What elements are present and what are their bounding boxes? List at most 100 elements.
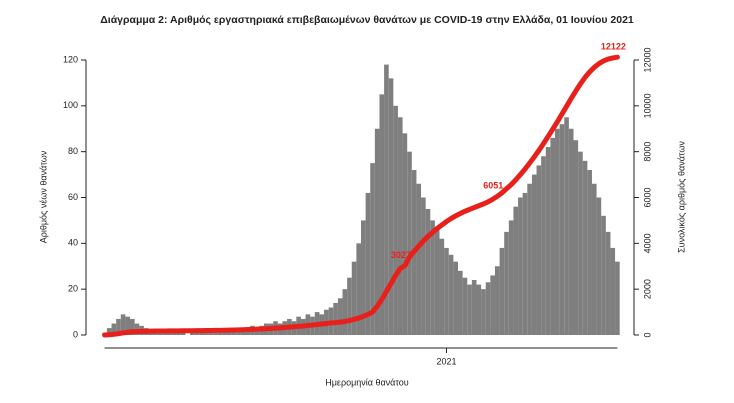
bar bbox=[190, 332, 195, 335]
bar bbox=[448, 254, 454, 335]
bar bbox=[550, 137, 556, 335]
annotation: 6051 bbox=[483, 181, 503, 191]
bar bbox=[213, 332, 218, 335]
cumulative-line bbox=[102, 54, 620, 338]
bar bbox=[499, 247, 505, 335]
bar bbox=[605, 231, 611, 335]
bar bbox=[125, 316, 131, 335]
bar bbox=[531, 174, 537, 335]
bar bbox=[508, 220, 514, 335]
bar bbox=[453, 261, 459, 335]
y2-axis-label: Συνολικός αριθμός θανάτων bbox=[676, 141, 686, 253]
bar bbox=[596, 197, 602, 335]
y-tick-label: 60 bbox=[68, 192, 78, 202]
bar bbox=[116, 318, 121, 335]
bar bbox=[388, 78, 394, 335]
bar bbox=[397, 117, 403, 336]
bar bbox=[120, 314, 126, 335]
bar bbox=[203, 332, 209, 335]
bar bbox=[504, 231, 509, 335]
y-tick-label: 100 bbox=[63, 100, 78, 110]
bar bbox=[356, 243, 361, 335]
bar bbox=[236, 330, 241, 335]
bar bbox=[527, 183, 532, 335]
bar bbox=[471, 280, 477, 335]
y-tick-label: 0 bbox=[73, 329, 78, 339]
bar bbox=[106, 328, 112, 335]
bar bbox=[166, 332, 172, 335]
bar bbox=[337, 298, 343, 335]
bar bbox=[587, 170, 592, 335]
bar bbox=[384, 64, 389, 335]
bar bbox=[536, 165, 542, 335]
y2-tick-label: 0 bbox=[642, 332, 652, 337]
bar bbox=[601, 215, 606, 335]
x-tick-label: 2021 bbox=[436, 356, 456, 366]
bar bbox=[379, 94, 385, 335]
bar bbox=[402, 133, 408, 335]
y-tick-label: 20 bbox=[68, 284, 78, 294]
bar bbox=[458, 270, 463, 335]
y-tick-label: 80 bbox=[68, 146, 78, 156]
x-axis-label: Ημερομηνία θανάτου bbox=[325, 377, 409, 387]
bar bbox=[467, 284, 472, 335]
bar bbox=[462, 277, 468, 335]
bar bbox=[111, 323, 117, 335]
annotation: 3027 bbox=[391, 250, 411, 260]
bar bbox=[573, 140, 579, 335]
bar bbox=[370, 163, 375, 335]
bar bbox=[564, 117, 569, 336]
bar bbox=[421, 197, 426, 335]
bar bbox=[217, 332, 223, 335]
bar bbox=[407, 151, 412, 335]
bar bbox=[180, 332, 186, 335]
bar bbox=[555, 128, 560, 335]
bar bbox=[494, 266, 500, 335]
y2-tick-label: 6000 bbox=[642, 187, 652, 207]
bar bbox=[194, 332, 200, 335]
bar bbox=[610, 247, 616, 335]
bar bbox=[351, 261, 357, 335]
bar bbox=[365, 192, 371, 335]
y2-tick-label: 2000 bbox=[642, 279, 652, 299]
bar bbox=[490, 275, 495, 335]
bar bbox=[582, 160, 588, 335]
bar bbox=[545, 147, 551, 335]
bar bbox=[430, 220, 435, 335]
bar bbox=[568, 128, 574, 335]
y2-tick-label: 10000 bbox=[642, 93, 652, 118]
bar bbox=[333, 302, 338, 335]
bar bbox=[425, 208, 431, 335]
bar bbox=[342, 289, 348, 335]
bar bbox=[522, 192, 528, 335]
bar bbox=[240, 330, 246, 335]
y2-tick-label: 12000 bbox=[642, 47, 652, 72]
bar bbox=[444, 247, 449, 335]
bar bbox=[130, 318, 135, 335]
bar bbox=[439, 238, 445, 335]
bar bbox=[227, 330, 232, 335]
y2-tick-label: 8000 bbox=[642, 142, 652, 162]
annotation: 12122 bbox=[601, 42, 626, 52]
y-axis-label: Αριθμός νέων θανάτων bbox=[38, 150, 48, 243]
bar bbox=[559, 124, 565, 336]
chart-title: Διάγραμμα 2: Αριθμός εργαστηριακά επιβεβ… bbox=[100, 14, 634, 26]
bar bbox=[374, 128, 380, 335]
bar bbox=[591, 183, 597, 335]
bar bbox=[199, 332, 204, 335]
bar bbox=[541, 156, 546, 335]
bar bbox=[176, 332, 181, 335]
bar bbox=[347, 277, 352, 335]
bar bbox=[518, 197, 523, 335]
bar bbox=[393, 105, 398, 335]
bar bbox=[513, 206, 519, 335]
bar bbox=[476, 284, 482, 335]
y-tick-label: 40 bbox=[68, 238, 78, 248]
bar bbox=[578, 151, 583, 335]
y2-tick-label: 4000 bbox=[642, 233, 652, 253]
y-tick-label: 120 bbox=[63, 54, 78, 64]
bar bbox=[416, 183, 422, 335]
bar bbox=[162, 332, 167, 335]
bar bbox=[171, 332, 177, 335]
